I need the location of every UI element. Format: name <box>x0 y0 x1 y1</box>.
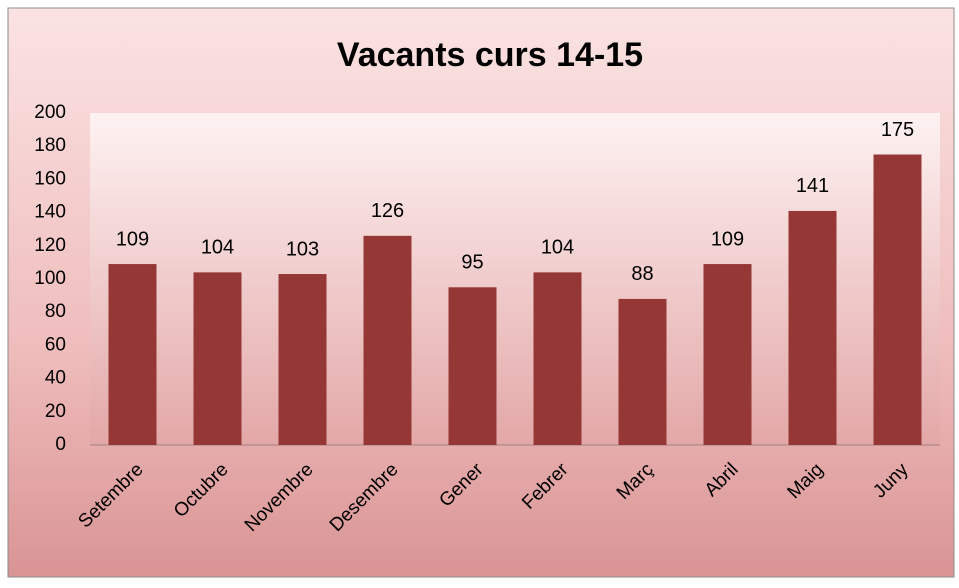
y-tick-label: 80 <box>45 301 66 322</box>
bar <box>448 287 497 445</box>
data-label: 175 <box>881 119 914 141</box>
data-label: 141 <box>796 175 829 197</box>
bar <box>618 298 667 445</box>
y-tick-label: 200 <box>34 102 66 123</box>
y-tick-label: 160 <box>34 168 66 189</box>
data-label: 109 <box>711 228 744 250</box>
bar <box>533 272 582 445</box>
bar <box>363 235 412 445</box>
y-tick-label: 140 <box>34 202 66 223</box>
data-label: 95 <box>461 252 483 274</box>
bar <box>788 210 837 445</box>
data-label: 109 <box>116 228 149 250</box>
y-tick-label: 60 <box>45 334 66 355</box>
data-label: 126 <box>371 200 404 222</box>
y-tick-label: 0 <box>55 434 66 455</box>
y-tick-label: 100 <box>34 268 66 289</box>
data-label: 103 <box>286 238 319 260</box>
y-tick-label: 120 <box>34 235 66 256</box>
data-label: 88 <box>631 263 653 285</box>
y-tick-label: 20 <box>45 401 66 422</box>
bar <box>703 264 752 445</box>
bar <box>873 154 922 445</box>
bar <box>193 272 242 445</box>
y-tick-label: 40 <box>45 368 66 389</box>
data-label: 104 <box>541 237 574 259</box>
y-tick-label: 180 <box>34 135 66 156</box>
bar <box>108 264 157 445</box>
data-label: 104 <box>201 237 234 259</box>
chart-title: Vacants curs 14-15 <box>337 36 643 74</box>
bar <box>278 274 327 445</box>
